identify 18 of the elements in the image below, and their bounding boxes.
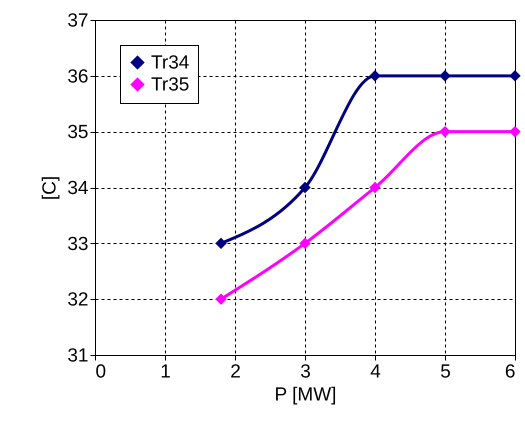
x-tick-label: 6 xyxy=(504,362,516,382)
y-tick-label: 34 xyxy=(67,178,89,199)
y-axis-title: [C] xyxy=(39,176,60,200)
x-axis-title: P [MW] xyxy=(274,384,336,406)
legend-label: Tr35 xyxy=(151,74,190,96)
y-tick-label: 35 xyxy=(67,122,88,144)
x-tick-label: 1 xyxy=(160,362,171,382)
x-tick-label: 3 xyxy=(300,362,311,382)
x-tick-label: 5 xyxy=(440,362,451,382)
y-tick-label: 33 xyxy=(67,234,88,255)
y-tick-label: 31 xyxy=(67,346,88,366)
x-tick-label: 2 xyxy=(230,362,241,382)
y-tick-label: 37 xyxy=(67,10,88,32)
legend-label: Tr34 xyxy=(151,52,190,74)
x-tick-label: 0 xyxy=(96,362,106,382)
y-tick-label: 32 xyxy=(67,290,88,311)
y-tick-label: 36 xyxy=(67,66,88,88)
x-tick-label: 4 xyxy=(370,362,382,382)
